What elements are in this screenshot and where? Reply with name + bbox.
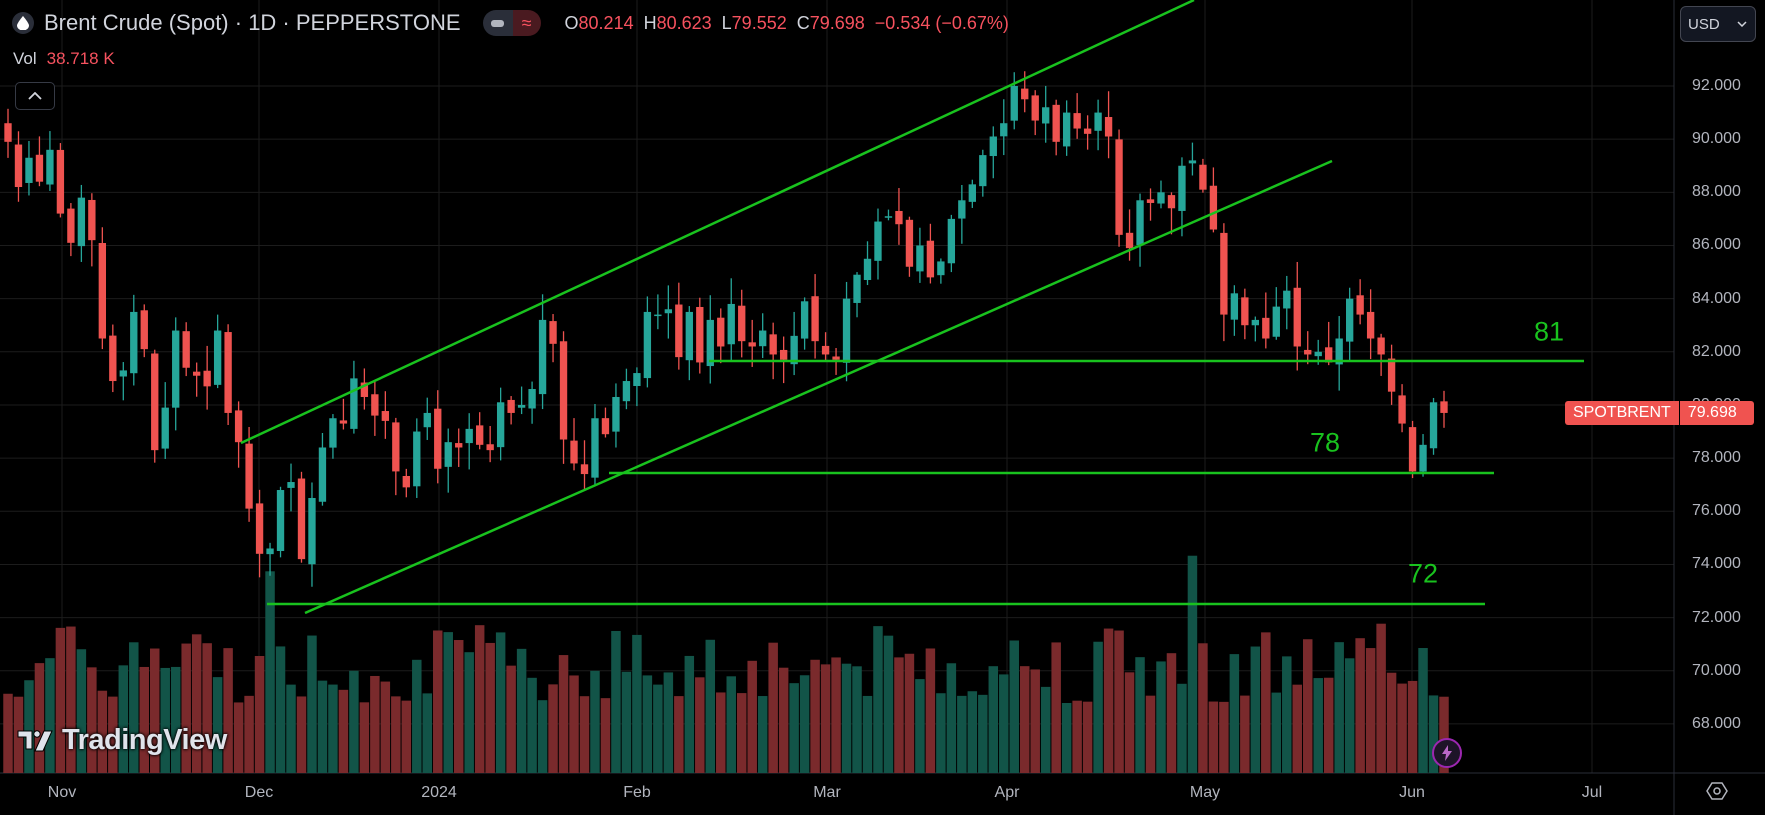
- chart-settings-button[interactable]: [1706, 780, 1728, 807]
- time-tick-label: Jun: [1399, 784, 1425, 801]
- close-value: 79.698: [809, 12, 865, 33]
- price-tick-label: 90.000: [1692, 130, 1741, 148]
- time-tick-label: Apr: [994, 784, 1020, 801]
- time-tick-label: Jul: [1581, 784, 1603, 801]
- change-value: −0.534 (−0.67%): [874, 12, 1009, 33]
- price-tick-label: 86.000: [1692, 236, 1741, 254]
- events-lightning-button[interactable]: [1432, 738, 1462, 768]
- price-tick-label: 74.000: [1692, 555, 1741, 573]
- oil-drop-icon: [12, 12, 34, 34]
- lightning-icon: [1442, 745, 1452, 761]
- level-label-81[interactable]: 81: [1533, 316, 1565, 347]
- price-tick-label: 92.000: [1692, 77, 1741, 94]
- price-tick-label: 70.000: [1692, 661, 1741, 679]
- ohlc-values: O80.214 H80.623 L79.552 C79.698 −0.534 (…: [564, 12, 1009, 33]
- symbol-legend: Brent Crude (Spot) · 1D · PEPPERSTONE ≈ …: [12, 10, 1009, 36]
- collapse-legend-button[interactable]: [15, 82, 55, 110]
- last-price-tag: SPOTBRENT 79.698: [1565, 400, 1754, 425]
- volume-value: 38.718 K: [46, 49, 115, 68]
- tradingview-icon: [17, 729, 53, 751]
- price-tick-label: 84.000: [1692, 289, 1741, 307]
- price-tick-label: 76.000: [1692, 502, 1741, 520]
- candles: [4, 71, 1448, 587]
- chevron-down-icon: [1737, 21, 1747, 27]
- price-tick-label: 88.000: [1692, 183, 1741, 201]
- currency-value: USD: [1688, 15, 1720, 33]
- time-tick-label: 2024: [421, 784, 457, 801]
- time-tick-label: May: [1189, 784, 1221, 801]
- last-price-symbol: SPOTBRENT: [1565, 400, 1679, 425]
- lower-channel-line[interactable]: [304, 159, 1333, 615]
- volume-legend: Vol 38.718 K: [13, 49, 115, 69]
- low-value: 79.552: [731, 12, 787, 33]
- symbol-title[interactable]: Brent Crude (Spot) · 1D · PEPPERSTONE: [44, 10, 461, 35]
- time-tick-label: Dec: [244, 784, 274, 801]
- price-tick-label: 68.000: [1692, 714, 1741, 732]
- level-label-72[interactable]: 72: [1407, 558, 1439, 589]
- tradingview-logo[interactable]: TradingView: [16, 724, 227, 757]
- level-label-78[interactable]: 78: [1309, 427, 1341, 458]
- price-tick-label: 72.000: [1692, 608, 1741, 626]
- tradingview-wordmark: TradingView: [62, 724, 227, 756]
- delayed-data-icon: ≈: [512, 10, 541, 36]
- time-tick-label: Mar: [813, 784, 841, 801]
- currency-selector[interactable]: USD: [1680, 6, 1756, 42]
- high-value: 80.623: [656, 12, 712, 33]
- volume-label: Vol: [13, 49, 37, 68]
- price-tick-label: 78.000: [1692, 449, 1741, 467]
- upper-channel-line[interactable]: [240, 0, 1195, 445]
- price-tick-label: 82.000: [1692, 342, 1741, 360]
- open-value: 80.214: [578, 12, 634, 33]
- chevron-up-icon: [28, 92, 42, 100]
- market-status-pill[interactable]: ≈: [482, 10, 541, 36]
- last-price-value: 79.698: [1679, 400, 1754, 425]
- settings-hexagon-icon: [1706, 782, 1728, 800]
- market-closed-icon: [482, 10, 513, 36]
- time-tick-label: Feb: [623, 784, 651, 801]
- time-tick-label: Nov: [47, 784, 77, 801]
